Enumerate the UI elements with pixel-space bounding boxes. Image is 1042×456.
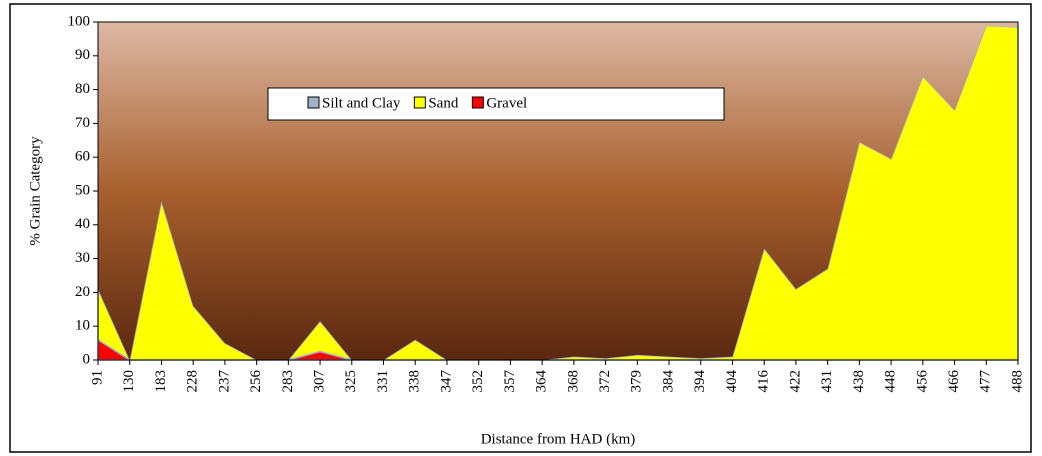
y-tick-label: 60 xyxy=(75,149,90,165)
x-tick-label: 228 xyxy=(185,370,201,393)
x-tick-label: 431 xyxy=(819,370,835,393)
y-tick-label: 80 xyxy=(75,81,90,97)
y-tick-label: 70 xyxy=(75,115,90,131)
legend-swatch xyxy=(471,96,484,109)
legend-swatch xyxy=(307,96,320,109)
x-tick-label: 364 xyxy=(534,370,550,393)
legend: Silt and Clay Sand Gravel xyxy=(267,87,725,121)
x-tick-label: 368 xyxy=(565,370,581,393)
y-tick-label: 100 xyxy=(68,13,91,29)
x-tick-label: 325 xyxy=(343,370,359,393)
x-tick-label: 331 xyxy=(375,370,391,393)
x-tick-label: 488 xyxy=(1009,370,1025,393)
x-tick-label: 438 xyxy=(851,370,867,393)
x-tick-label: 379 xyxy=(629,370,645,393)
y-tick-label: 30 xyxy=(75,250,90,266)
x-tick-label: 404 xyxy=(724,370,740,393)
x-tick-label: 477 xyxy=(978,370,994,393)
legend-label: Silt and Clay xyxy=(322,95,401,111)
x-tick-label: 384 xyxy=(660,370,676,393)
y-tick-label: 50 xyxy=(75,182,90,198)
x-tick-label: 372 xyxy=(597,370,613,393)
x-tick-label: 448 xyxy=(883,370,899,393)
x-tick-label: 466 xyxy=(946,370,962,393)
x-tick-label: 130 xyxy=(121,370,137,393)
x-tick-label: 91 xyxy=(89,370,105,385)
x-axis-title: Distance from HAD (km) xyxy=(481,431,636,447)
y-tick-label: 0 xyxy=(83,351,91,367)
legend-swatch xyxy=(413,96,426,109)
y-tick-label: 20 xyxy=(75,284,90,300)
legend-label: Gravel xyxy=(486,95,527,111)
x-tick-label: 357 xyxy=(502,370,518,393)
x-tick-label: 352 xyxy=(470,370,486,393)
y-tick-label: 10 xyxy=(75,318,90,334)
y-tick-label: 40 xyxy=(75,216,90,232)
legend-label: Sand xyxy=(428,95,459,111)
x-tick-label: 237 xyxy=(216,370,232,393)
x-tick-label: 456 xyxy=(914,370,930,393)
x-tick-label: 256 xyxy=(248,370,264,393)
x-tick-label: 347 xyxy=(438,370,454,393)
x-tick-label: 394 xyxy=(692,370,708,393)
chart-border xyxy=(9,3,1032,453)
x-tick-label: 307 xyxy=(312,370,328,393)
y-tick-label: 90 xyxy=(75,47,90,63)
x-tick-label: 422 xyxy=(787,370,803,393)
x-tick-label: 283 xyxy=(280,370,296,393)
legend-box xyxy=(267,87,725,121)
x-tick-label: 338 xyxy=(407,370,423,393)
y-axis-title: % Grain Category xyxy=(27,136,43,246)
x-tick-label: 416 xyxy=(756,370,772,393)
x-tick-label: 183 xyxy=(153,370,169,393)
